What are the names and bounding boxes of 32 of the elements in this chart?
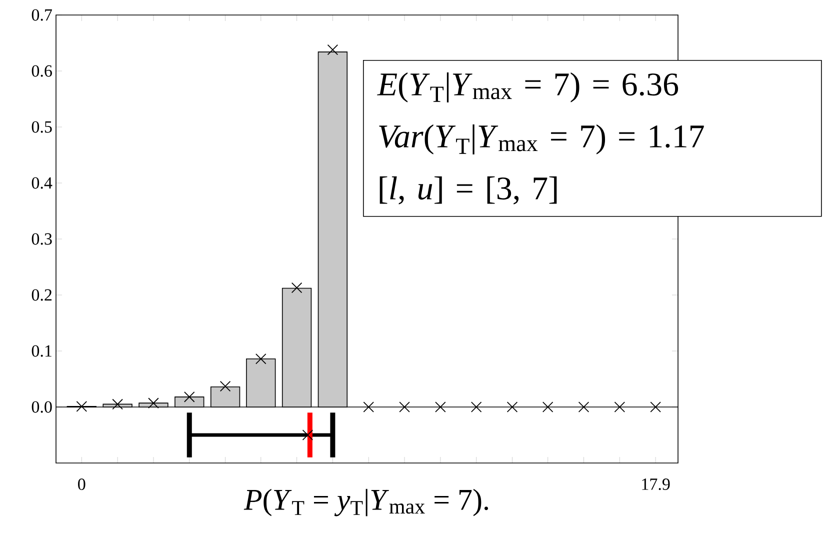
y-tick-label: 0.5: [32, 121, 52, 133]
point: [542, 402, 554, 412]
annotation: E(Y$_{T}$|Y$_{max}$ = 7) = 6.36: [377, 72, 678, 102]
point: [614, 402, 626, 412]
point: [255, 353, 266, 364]
annotation: Var(Y$_{T}$|Y$_{max}$ = 7) = 1.17: [379, 124, 704, 154]
point: [291, 282, 302, 294]
y-tick-label: 0.4: [32, 177, 52, 189]
point: [112, 398, 123, 410]
point: [435, 402, 446, 412]
point: [302, 430, 314, 440]
point: [650, 402, 661, 412]
x-tick-label: 0: [78, 478, 86, 490]
point: [363, 402, 374, 412]
point: [578, 402, 590, 412]
point: [220, 380, 231, 392]
point: [470, 402, 482, 412]
point: [76, 401, 88, 412]
y-tick-label: 0.3: [32, 233, 52, 245]
x-tick-label: 17.9: [642, 478, 670, 490]
point: [399, 402, 410, 412]
y-tick-label: 0.7: [32, 9, 52, 21]
point: [506, 402, 518, 412]
y-tick-label: 0.0: [32, 401, 52, 413]
y-tick-label: 0.2: [32, 289, 52, 301]
annotation: [l, u] = [3, 7]: [380, 176, 557, 204]
text: P(Y$_{T}$ = y$_{T}$|Y$_{max}$ = 7).: [244, 488, 488, 516]
point: [148, 398, 159, 408]
point: [327, 44, 338, 56]
point: [184, 392, 195, 402]
y-tick-label: 0.6: [32, 65, 52, 77]
y-tick-label: 0.1: [32, 345, 52, 357]
